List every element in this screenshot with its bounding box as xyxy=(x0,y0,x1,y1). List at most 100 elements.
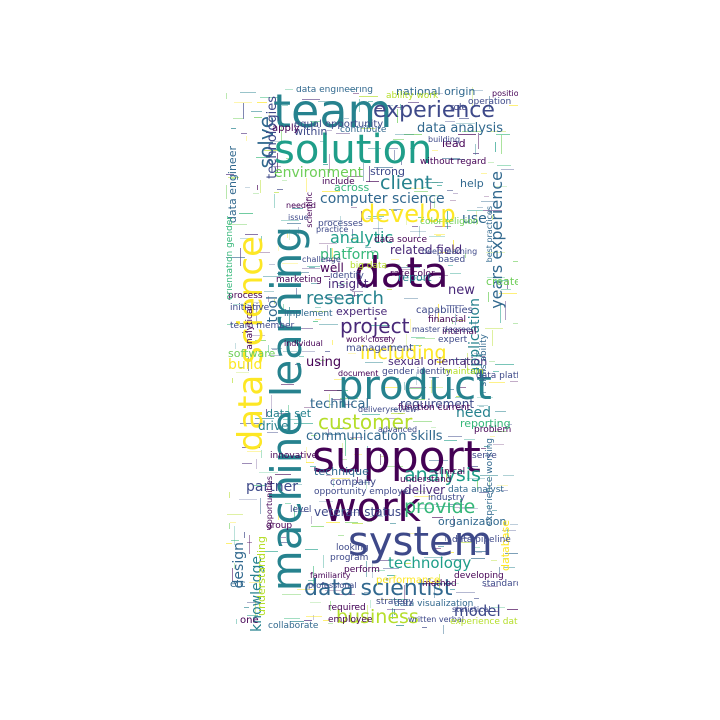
cloud-texture-mark xyxy=(436,506,454,508)
cloud-texture-mark xyxy=(484,586,499,588)
cloud-texture-mark xyxy=(462,131,482,133)
word-delivery-review: deliveryreview xyxy=(358,405,417,414)
word-new: new xyxy=(448,283,475,298)
cloud-texture-mark xyxy=(368,216,384,218)
word-initiative: initiative xyxy=(230,303,270,313)
cloud-texture-mark xyxy=(232,568,234,583)
cloud-texture-mark xyxy=(484,446,491,448)
word-needed: needed xyxy=(286,201,316,210)
cloud-texture-mark xyxy=(453,193,458,195)
cloud-texture-mark xyxy=(477,397,493,399)
cloud-texture-mark xyxy=(275,474,291,476)
word-developing: developing xyxy=(454,571,504,581)
word-technologies: technologies xyxy=(265,96,280,179)
cloud-texture-mark xyxy=(283,351,298,353)
cloud-texture-mark xyxy=(410,319,412,332)
cloud-texture-mark xyxy=(446,305,464,307)
cloud-texture-mark xyxy=(239,213,254,215)
cloud-texture-mark xyxy=(401,160,403,165)
word-model: model xyxy=(454,602,501,620)
word-apply: apply xyxy=(272,123,300,134)
cloud-texture-mark xyxy=(337,390,349,392)
cloud-texture-mark xyxy=(457,320,465,322)
cloud-texture-mark xyxy=(459,508,479,510)
cloud-texture-mark xyxy=(352,229,354,241)
cloud-texture-mark xyxy=(448,436,463,438)
cloud-texture-mark xyxy=(325,220,343,222)
cloud-texture-mark xyxy=(473,153,480,155)
cloud-texture-mark xyxy=(419,226,421,238)
word-one: one xyxy=(240,615,259,626)
cloud-texture-mark xyxy=(401,267,421,269)
cloud-texture-mark xyxy=(367,446,369,453)
cloud-texture-mark xyxy=(394,150,396,160)
word-level: level xyxy=(290,505,312,515)
cloud-texture-mark xyxy=(405,563,412,565)
word-program: program xyxy=(330,553,369,563)
word-understand: understand xyxy=(400,475,452,485)
cloud-texture-mark xyxy=(247,615,259,617)
word-requirement: requirement xyxy=(400,397,475,411)
cloud-texture-mark xyxy=(271,395,273,415)
word-position: position xyxy=(492,89,518,98)
cloud-texture-mark xyxy=(488,162,495,164)
cloud-texture-mark xyxy=(256,157,271,159)
word-data-engineer: data engineer xyxy=(226,146,239,224)
cloud-texture-mark xyxy=(344,295,360,297)
word-master-degree: master degree xyxy=(412,325,471,334)
cloud-texture-mark xyxy=(345,438,347,456)
cloud-texture-mark xyxy=(392,599,408,601)
cloud-texture-mark xyxy=(344,118,349,120)
cloud-texture-mark xyxy=(493,444,505,446)
word-process: process xyxy=(228,291,263,301)
cloud-texture-mark xyxy=(249,582,261,584)
cloud-texture-mark xyxy=(274,192,279,194)
cloud-texture-mark xyxy=(501,289,511,291)
word-organization: organization xyxy=(438,515,507,528)
cloud-texture-mark xyxy=(325,434,341,436)
word-problem: problem xyxy=(474,425,512,435)
cloud-texture-mark xyxy=(277,189,284,191)
cloud-texture-mark xyxy=(310,602,322,604)
cloud-texture-mark xyxy=(391,210,398,212)
word-related-field: related field xyxy=(390,243,463,257)
cloud-texture-mark xyxy=(513,261,518,263)
word-clinical: clinical xyxy=(434,467,466,477)
cloud-texture-mark xyxy=(302,351,315,353)
cloud-texture-mark xyxy=(316,469,321,471)
word-industry: industry xyxy=(428,493,465,503)
cloud-texture-mark xyxy=(507,609,518,611)
cloud-texture-mark xyxy=(371,250,376,252)
word-provide: provide xyxy=(404,496,476,518)
cloud-texture-mark xyxy=(505,301,507,321)
word-software: software xyxy=(228,347,276,360)
word-required: required xyxy=(328,603,366,613)
word-veteran-status: veteran status xyxy=(314,505,402,519)
word-opportunities: opportunities xyxy=(265,476,274,530)
cloud-texture-mark xyxy=(247,451,262,453)
cloud-texture-mark xyxy=(277,413,287,415)
cloud-texture-mark xyxy=(257,185,259,190)
word-client: client xyxy=(380,172,433,194)
cloud-texture-mark xyxy=(504,567,516,569)
word-reporting: reporting xyxy=(460,417,511,430)
cloud-texture-mark xyxy=(442,158,460,160)
cloud-texture-mark xyxy=(365,247,372,249)
cloud-texture-mark xyxy=(387,289,392,291)
cloud-texture-mark xyxy=(228,177,240,179)
word-insight: insight xyxy=(328,277,369,291)
cloud-texture-mark xyxy=(353,605,360,607)
word-individual: individual xyxy=(284,339,323,348)
cloud-texture-mark xyxy=(270,141,286,143)
word-report: report xyxy=(398,271,432,284)
cloud-texture-mark xyxy=(380,456,385,458)
cloud-texture-mark xyxy=(297,589,317,591)
cloud-texture-mark xyxy=(387,466,403,468)
cloud-texture-mark xyxy=(328,623,333,625)
cloud-texture-mark xyxy=(350,437,363,439)
word-data-platform: data platform xyxy=(476,371,518,381)
cloud-texture-mark xyxy=(416,491,426,493)
cloud-texture-mark xyxy=(325,351,330,353)
cloud-texture-mark xyxy=(380,560,392,562)
cloud-texture-mark xyxy=(394,609,396,616)
